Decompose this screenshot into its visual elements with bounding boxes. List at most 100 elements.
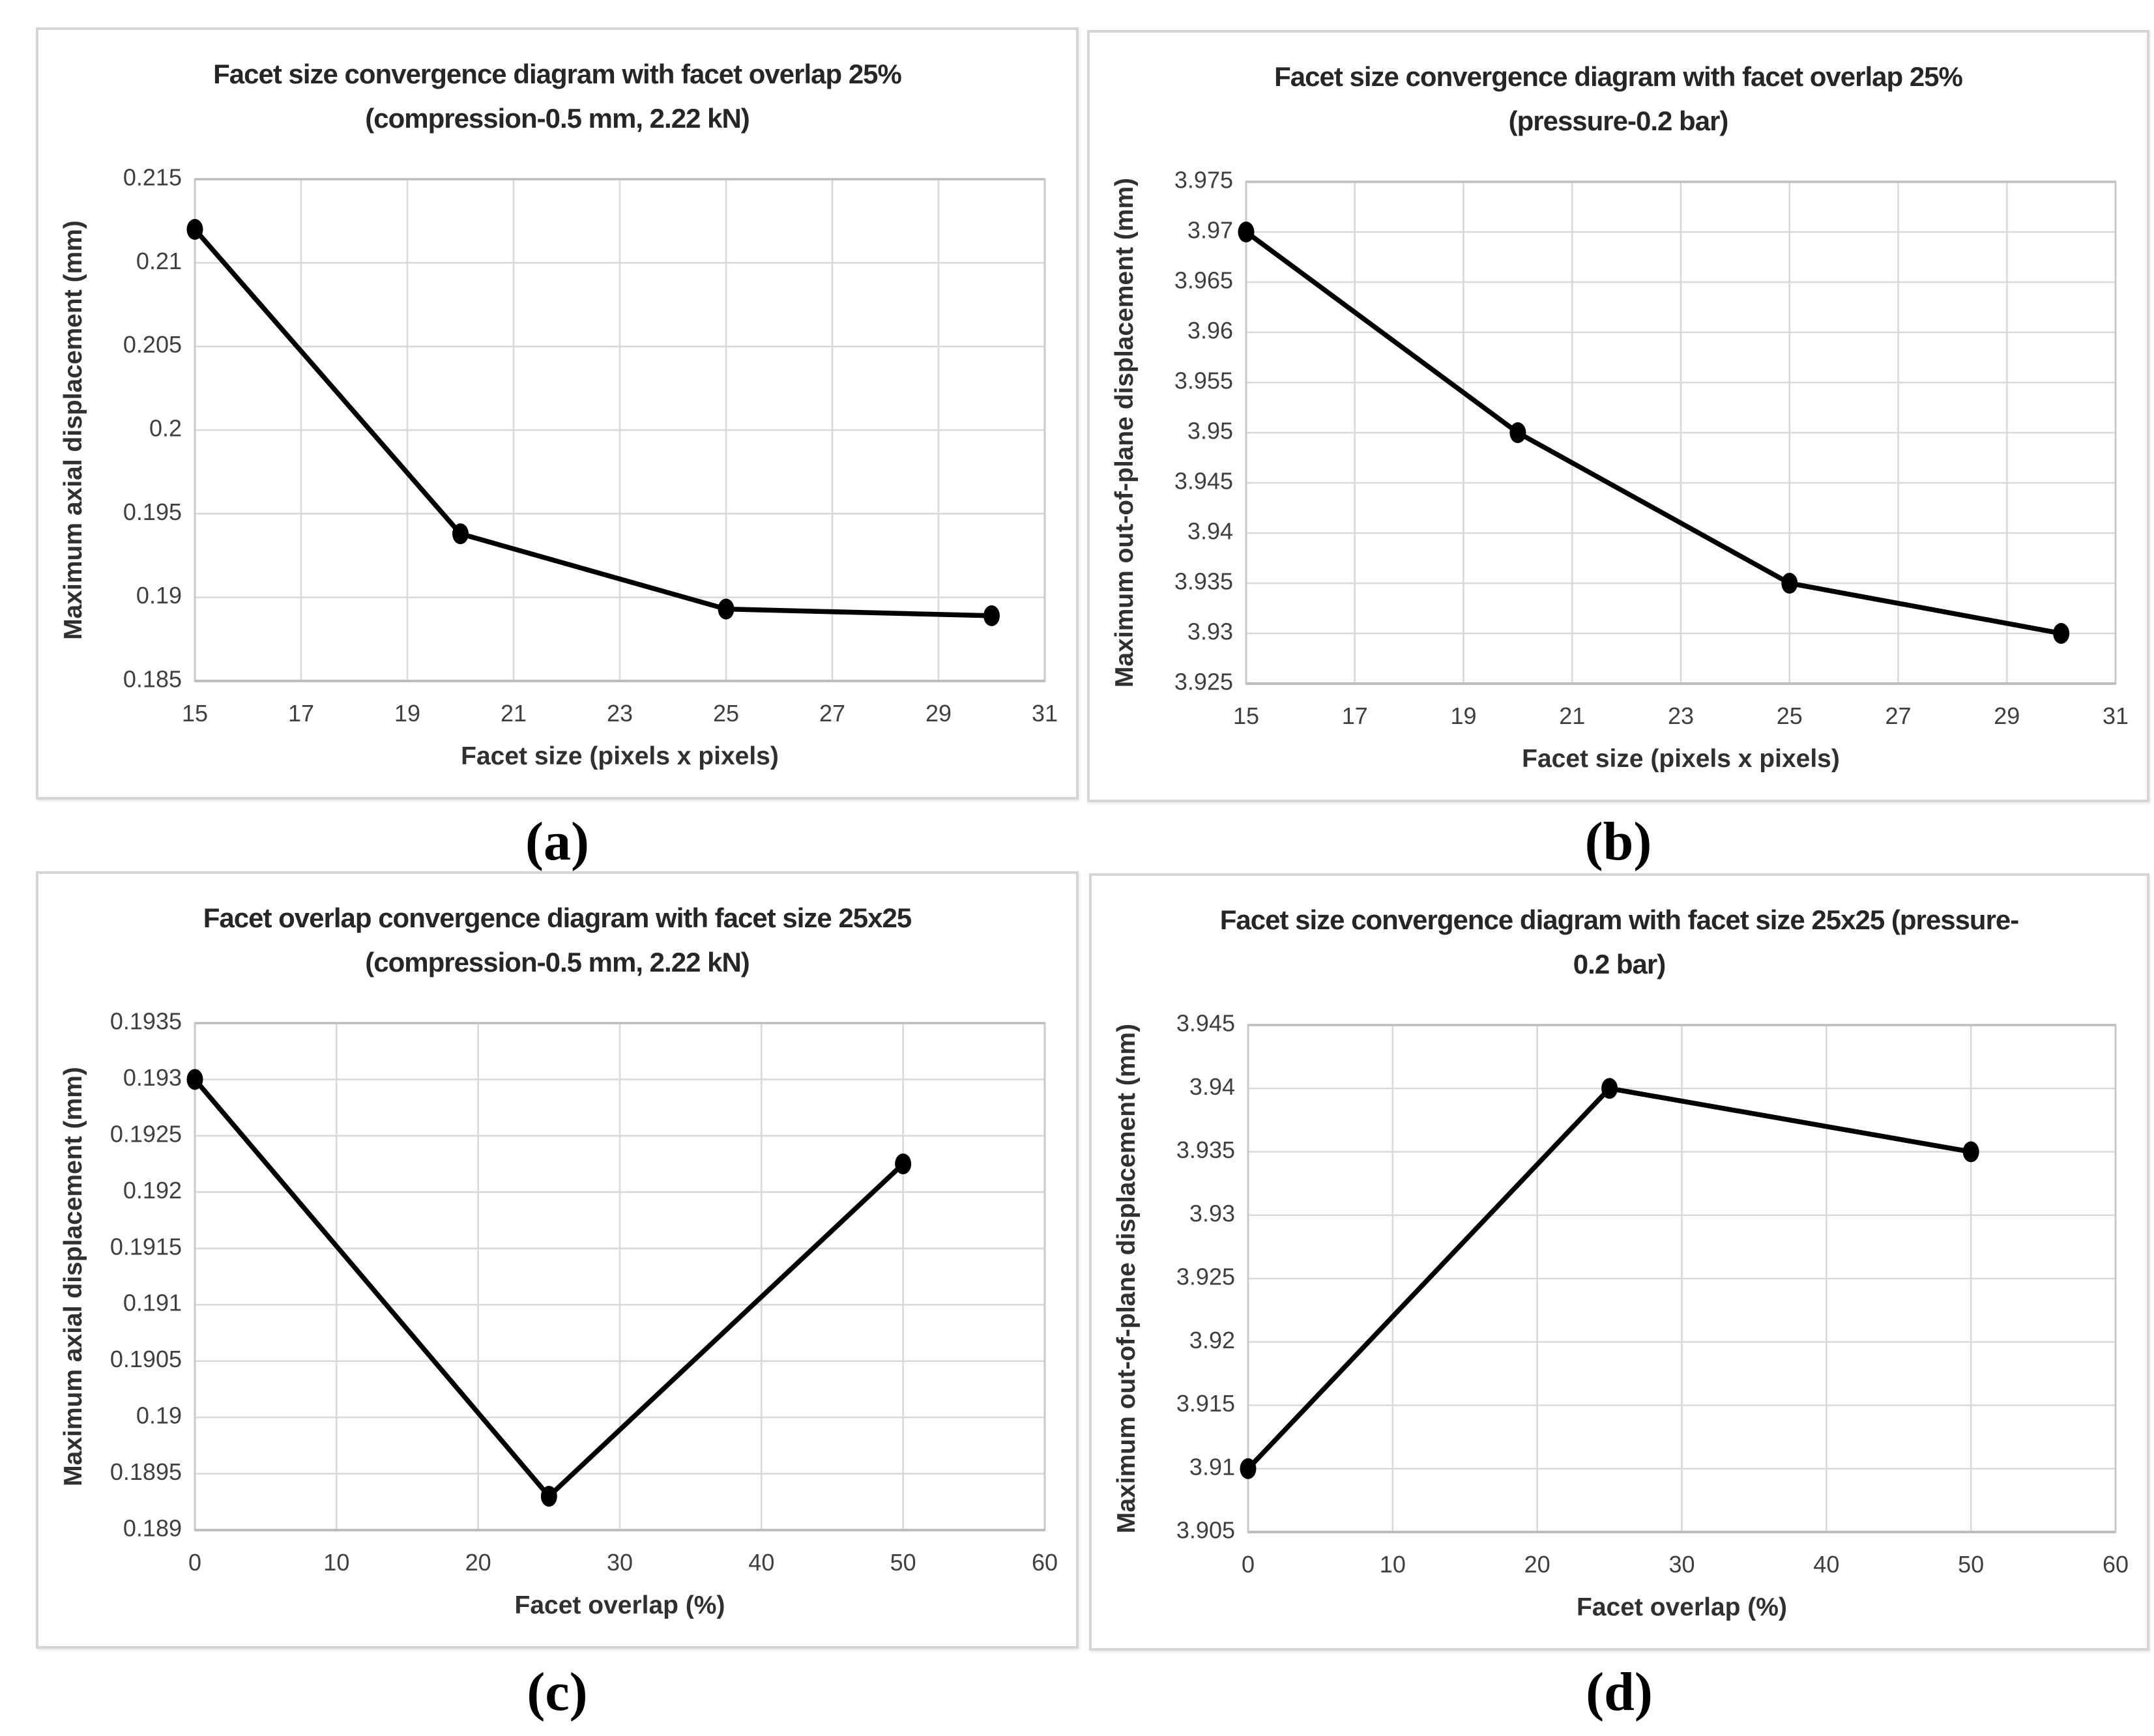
x-tick-label: 20 xyxy=(465,1549,491,1576)
y-axis-title: Maximum axial displacement (mm) xyxy=(59,220,87,640)
x-tick-label: 60 xyxy=(1032,1549,1058,1576)
x-tick-label: 31 xyxy=(1032,700,1058,727)
x-tick-label: 20 xyxy=(1524,1551,1550,1578)
chart-panel-c: Facet overlap convergence diagram with f… xyxy=(36,871,1079,1649)
x-tick-label: 17 xyxy=(288,700,314,727)
y-tick-label: 3.955 xyxy=(1174,368,1233,394)
y-tick-label: 0.215 xyxy=(123,164,182,191)
subfigure-label-d: (d) xyxy=(1586,1662,1653,1722)
data-point-marker xyxy=(452,523,469,545)
chart-d-title-line1: Facet size convergence diagram with face… xyxy=(1219,904,2020,935)
y-tick-label: 3.93 xyxy=(1189,1200,1235,1226)
data-point-marker xyxy=(540,1486,557,1507)
chart-panel-d: Facet size convergence diagram with face… xyxy=(1089,873,2149,1651)
data-point-marker xyxy=(186,1069,203,1090)
chart-c-title-line2: (compression-0.5 mm, 2.22 kN) xyxy=(365,947,750,978)
x-tick-label: 29 xyxy=(925,700,952,727)
x-tick-label: 31 xyxy=(2103,702,2129,729)
chart-b-title-line2: (pressure-0.2 bar) xyxy=(1508,106,1729,137)
x-tick-label: 21 xyxy=(501,700,527,727)
data-point-marker xyxy=(2053,623,2070,644)
data-point-marker xyxy=(718,598,735,620)
y-tick-label: 0.195 xyxy=(123,499,182,525)
x-tick-label: 29 xyxy=(1994,702,2020,729)
y-axis-title: Maximum axial displacement (mm) xyxy=(59,1067,87,1486)
y-tick-label: 0.185 xyxy=(123,666,182,693)
y-tick-label: 3.935 xyxy=(1174,568,1233,595)
chart-d-canvas: 3.905 3.91 3.915 3.92 3.925 3.93 3.935 3.94 3.94… xyxy=(1113,1010,2129,1621)
series-line xyxy=(192,1077,906,1499)
y-tick-label: 3.935 xyxy=(1176,1136,1235,1163)
chart-panel-a: Facet size convergence diagram with face… xyxy=(36,27,1079,800)
x-tick-label: 50 xyxy=(1958,1551,1984,1578)
chart-c-title: Facet overlap convergence diagram with f… xyxy=(38,874,1076,985)
y-tick-label: 3.905 xyxy=(1176,1517,1235,1544)
y-tick-label: 3.925 xyxy=(1176,1264,1235,1290)
chart-panel-b: Facet size convergence diagram with face… xyxy=(1087,30,2149,802)
x-tick-label: 27 xyxy=(819,700,845,727)
y-tick-label: 3.93 xyxy=(1187,618,1233,645)
chart-a-title-line1: Facet size convergence diagram with face… xyxy=(213,59,902,89)
x-axis-title: Facet overlap (%) xyxy=(515,1591,725,1619)
y-tick-label: 3.945 xyxy=(1176,1010,1235,1037)
y-tick-label: 3.925 xyxy=(1174,669,1233,695)
x-tick-label: 19 xyxy=(394,700,420,727)
y-tick-label: 0.1935 xyxy=(110,1008,182,1035)
y-tick-label: 0.19 xyxy=(136,1402,182,1429)
y-tick-label: 0.205 xyxy=(123,331,182,358)
x-tick-label: 15 xyxy=(182,700,208,727)
subfigure-label-a: (a) xyxy=(525,811,589,872)
y-tick-label: 3.95 xyxy=(1187,418,1233,444)
data-point-marker xyxy=(1781,573,1798,594)
x-tick-label: 17 xyxy=(1342,702,1368,729)
x-tick-label: 0 xyxy=(188,1549,201,1576)
x-axis-title: Facet size (pixels x pixels) xyxy=(1522,745,1840,773)
y-axis-title: Maximum out-of-plane displacement (mm) xyxy=(1111,178,1139,687)
data-point-marker xyxy=(895,1153,912,1175)
y-tick-label: 3.965 xyxy=(1174,267,1233,294)
chart-a-title: Facet size convergence diagram with face… xyxy=(38,30,1076,141)
x-tick-label: 0 xyxy=(1242,1551,1255,1578)
series-line xyxy=(1244,229,2064,636)
x-tick-label: 50 xyxy=(890,1549,916,1576)
y-tick-label: 3.94 xyxy=(1187,518,1233,545)
chart-c-title-line1: Facet overlap convergence diagram with f… xyxy=(203,903,912,933)
x-tick-label: 40 xyxy=(1813,1551,1839,1578)
y-tick-label: 0.189 xyxy=(123,1515,182,1542)
x-tick-label: 23 xyxy=(607,700,633,727)
chart-b-title: Facet size convergence diagram with face… xyxy=(1090,33,2147,143)
chart-b-title-line1: Facet size convergence diagram with face… xyxy=(1274,61,1963,92)
data-point-marker xyxy=(983,605,1000,626)
chart-a-canvas: 0.185 0.19 0.195 0.2 0.205 0.21 0.215 15 17 19 21 2… xyxy=(59,164,1058,770)
chart-d-title: Facet size convergence diagram with face… xyxy=(1092,876,2147,987)
y-tick-label: 0.1895 xyxy=(110,1458,182,1485)
x-tick-label: 15 xyxy=(1233,702,1259,729)
data-point-marker xyxy=(1962,1141,1979,1163)
y-tick-label: 3.945 xyxy=(1174,468,1233,495)
x-tick-label: 10 xyxy=(1380,1551,1406,1578)
x-tick-label: 25 xyxy=(713,700,739,727)
x-tick-label: 19 xyxy=(1450,702,1476,729)
y-tick-label: 3.97 xyxy=(1187,217,1233,244)
x-tick-label: 23 xyxy=(1668,702,1694,729)
y-tick-label: 0.1905 xyxy=(110,1346,182,1372)
y-axis-title: Maximum out-of-plane displacement (mm) xyxy=(1113,1024,1141,1533)
y-tick-label: 0.1925 xyxy=(110,1120,182,1147)
x-tick-label: 30 xyxy=(607,1549,633,1576)
chart-b-canvas: 3.925 3.93 3.935 3.94 3.945 3.95 3.955 3.96 3.96… xyxy=(1111,167,2129,773)
y-tick-label: 3.91 xyxy=(1189,1453,1235,1480)
data-point-marker xyxy=(186,219,203,240)
chart-c-canvas: 0.189 0.1895 0.19 0.1905 0.191 0.1915 0.192 0.1… xyxy=(59,1008,1058,1619)
x-tick-label: 30 xyxy=(1668,1551,1695,1578)
subfigure-label-b: (b) xyxy=(1584,811,1652,872)
data-point-marker xyxy=(1601,1078,1618,1099)
y-tick-label: 0.21 xyxy=(136,248,182,274)
x-axis-title: Facet size (pixels x pixels) xyxy=(461,742,779,770)
data-point-marker xyxy=(1238,222,1255,242)
y-tick-label: 0.1915 xyxy=(110,1233,182,1260)
x-tick-label: 25 xyxy=(1777,702,1803,729)
x-tick-label: 40 xyxy=(748,1549,774,1576)
data-point-marker xyxy=(1240,1458,1257,1479)
x-tick-label: 60 xyxy=(2103,1551,2129,1578)
y-tick-label: 3.92 xyxy=(1189,1327,1235,1353)
